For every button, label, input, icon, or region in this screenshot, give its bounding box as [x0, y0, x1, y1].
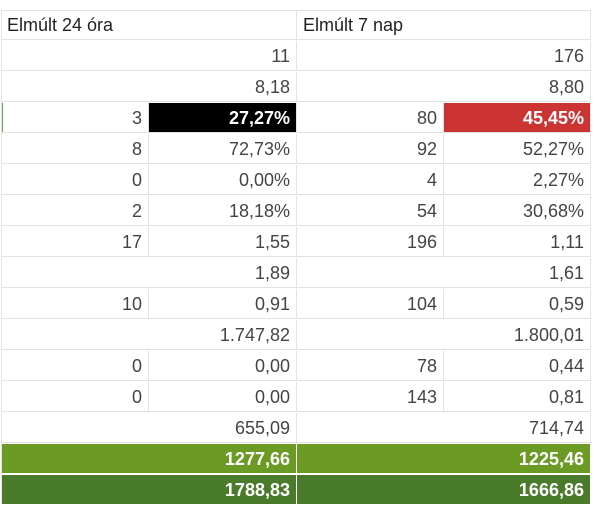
- cell-7d-count[interactable]: 80: [297, 103, 444, 133]
- cell-7d-count[interactable]: 92: [297, 134, 444, 164]
- cell-7d-ratio[interactable]: 0,44: [444, 351, 591, 381]
- cell-24h-percent[interactable]: 18,18%: [149, 196, 297, 226]
- cell-7d-value[interactable]: 8,80: [297, 72, 591, 102]
- cell-24h-ratio[interactable]: 0,00: [149, 382, 297, 412]
- cell-7d-value[interactable]: 1,61: [297, 258, 591, 288]
- cell-24h-count[interactable]: 17: [1, 227, 149, 257]
- cell-24h-ratio[interactable]: 0,91: [149, 289, 297, 319]
- cell-7d-ratio[interactable]: 0,59: [444, 289, 591, 319]
- cell-24h-count[interactable]: 2: [1, 196, 149, 226]
- cell-24h-value[interactable]: 1,89: [1, 258, 297, 288]
- cell-24h-percent[interactable]: 0,00%: [149, 165, 297, 195]
- cell-24h-ratio[interactable]: 0,00: [149, 351, 297, 381]
- cell-7d-value[interactable]: 1.800,01: [297, 320, 591, 350]
- cell-7d-grand-total[interactable]: 1666,86: [297, 475, 591, 505]
- cell-24h-ratio[interactable]: 1,55: [149, 227, 297, 257]
- cell-7d-percent[interactable]: 30,68%: [444, 196, 591, 226]
- cell-24h-percent[interactable]: 72,73%: [149, 134, 297, 164]
- cell-24h-count[interactable]: 3: [1, 103, 149, 133]
- cell-7d-value[interactable]: 714,74: [297, 413, 591, 443]
- total-row: 1277,66 1225,46: [1, 444, 591, 475]
- table-row: 2 18,18% 54 30,68%: [1, 196, 591, 227]
- table-row: 655,09 714,74: [1, 413, 591, 444]
- cell-24h-value[interactable]: 655,09: [1, 413, 297, 443]
- cell-24h-value[interactable]: 11: [1, 41, 297, 71]
- table-row: 0 0,00 143 0,81: [1, 382, 591, 413]
- cell-7d-count[interactable]: 196: [297, 227, 444, 257]
- cell-24h-value[interactable]: 1.747,82: [1, 320, 297, 350]
- cell-24h-count[interactable]: 8: [1, 134, 149, 164]
- cell-24h-percent-highlighted[interactable]: 27,27%: [149, 103, 297, 133]
- cell-7d-value[interactable]: 176: [297, 41, 591, 71]
- cell-24h-count[interactable]: 0: [1, 165, 149, 195]
- cell-7d-count[interactable]: 143: [297, 382, 444, 412]
- table-row: 11 176: [1, 41, 591, 72]
- table-row: 0 0,00% 4 2,27%: [1, 165, 591, 196]
- cell-7d-ratio[interactable]: 0,81: [444, 382, 591, 412]
- table-row: 1.747,82 1.800,01: [1, 320, 591, 351]
- table-row: 8,18 8,80: [1, 72, 591, 103]
- header-row: Elmúlt 24 óra Elmúlt 7 nap: [1, 10, 591, 41]
- cell-24h-count[interactable]: 10: [1, 289, 149, 319]
- cell-24h-count[interactable]: 0: [1, 382, 149, 412]
- cell-7d-percent-highlighted[interactable]: 45,45%: [444, 103, 591, 133]
- cell-7d-count[interactable]: 78: [297, 351, 444, 381]
- cell-7d-count[interactable]: 4: [297, 165, 444, 195]
- selection-marker: [1, 103, 3, 133]
- cell-24h-count[interactable]: 0: [1, 351, 149, 381]
- cell-7d-percent[interactable]: 2,27%: [444, 165, 591, 195]
- cell-24h-value[interactable]: 8,18: [1, 72, 297, 102]
- table-row: 0 0,00 78 0,44: [1, 351, 591, 382]
- header-last-24-hours[interactable]: Elmúlt 24 óra: [1, 10, 297, 40]
- cell-7d-percent[interactable]: 52,27%: [444, 134, 591, 164]
- cell-24h-total[interactable]: 1277,66: [1, 444, 297, 474]
- table-row-highlighted: 3 27,27% 80 45,45%: [1, 103, 591, 134]
- cell-24h-grand-total[interactable]: 1788,83: [1, 475, 297, 505]
- table-row: 10 0,91 104 0,59: [1, 289, 591, 320]
- cell-7d-total[interactable]: 1225,46: [297, 444, 591, 474]
- table-row: 1,89 1,61: [1, 258, 591, 289]
- table-row: 8 72,73% 92 52,27%: [1, 134, 591, 165]
- cell-7d-ratio[interactable]: 1,11: [444, 227, 591, 257]
- total-row: 1788,83 1666,86: [1, 475, 591, 506]
- table-row: 17 1,55 196 1,11: [1, 227, 591, 258]
- cell-7d-count[interactable]: 54: [297, 196, 444, 226]
- header-last-7-days[interactable]: Elmúlt 7 nap: [297, 10, 591, 40]
- cell-7d-count[interactable]: 104: [297, 289, 444, 319]
